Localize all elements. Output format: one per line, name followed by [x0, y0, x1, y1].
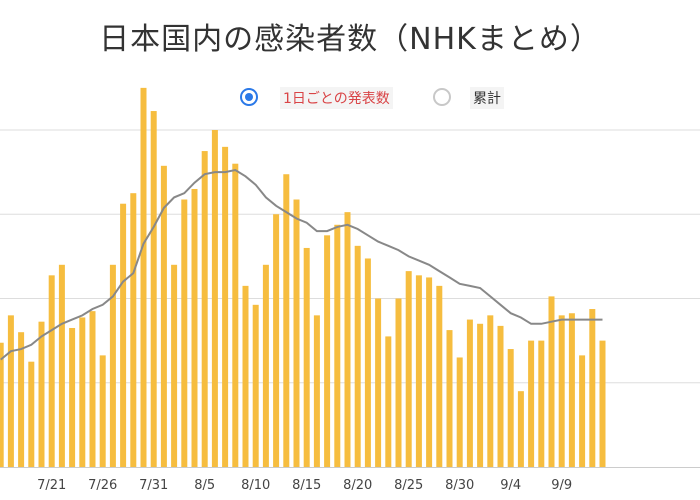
- daily-bar: [599, 340, 606, 467]
- x-tick-label: 8/5: [194, 478, 215, 493]
- x-tick-labels: 7/21 7/26 7/31 8/5 8/10 8/15 8/20 8/25 8/30 9/4 9/…: [37, 478, 572, 493]
- daily-bar: [171, 264, 178, 467]
- daily-bar: [160, 165, 167, 467]
- daily-bar: [538, 340, 545, 467]
- daily-bar: [252, 304, 259, 467]
- daily-bar: [324, 235, 331, 467]
- daily-bar: [150, 111, 157, 467]
- daily-bar: [487, 315, 494, 467]
- x-tick-label: 9/9: [551, 478, 572, 493]
- daily-bar: [558, 315, 565, 467]
- daily-radio-button[interactable]: [240, 88, 258, 106]
- daily-bar: [140, 87, 147, 467]
- daily-bar: [130, 193, 137, 467]
- daily-bar: [191, 188, 198, 467]
- x-tick-label: 7/21: [37, 478, 66, 493]
- daily-bar: [334, 224, 341, 467]
- daily-bar: [38, 321, 45, 467]
- daily-bar: [313, 315, 320, 467]
- daily-bar: [466, 319, 473, 467]
- x-tick-label: 8/25: [394, 478, 423, 493]
- legend: 1日ごとの発表数 累計: [0, 84, 700, 110]
- daily-bar: [426, 277, 433, 467]
- daily-bar: [456, 357, 463, 467]
- daily-bar: [201, 151, 208, 467]
- daily-bar: [579, 355, 586, 467]
- daily-bar: [293, 199, 300, 467]
- moving-average-line: [0, 168, 603, 361]
- daily-bar: [28, 361, 35, 467]
- daily-bar: [589, 309, 596, 467]
- daily-bar: [232, 163, 239, 467]
- daily-bar: [0, 342, 4, 467]
- daily-bar: [446, 330, 453, 467]
- x-tick-label: 8/20: [343, 478, 372, 493]
- daily-bar: [548, 296, 555, 467]
- daily-bar: [222, 146, 229, 467]
- daily-bar: [120, 203, 127, 467]
- daily-bar: [568, 313, 575, 467]
- daily-bar: [415, 275, 422, 467]
- daily-bar: [405, 271, 412, 467]
- daily-bar: [69, 327, 76, 467]
- cumulative-radio-button[interactable]: [433, 88, 451, 106]
- chart-title: 日本国内の感染者数（NHKまとめ）: [99, 22, 601, 57]
- daily-bar: [364, 258, 371, 467]
- daily-bar: [507, 349, 514, 467]
- daily-bar: [283, 174, 290, 467]
- x-tick-label: 8/30: [445, 478, 474, 493]
- daily-bars: [0, 87, 606, 467]
- daily-bar: [375, 298, 382, 467]
- daily-bar: [262, 264, 269, 467]
- cumulative-legend-label[interactable]: 累計: [470, 87, 504, 109]
- daily-bar: [58, 264, 65, 467]
- daily-bar: [79, 317, 86, 467]
- daily-bar: [242, 285, 249, 467]
- daily-bar: [109, 264, 116, 467]
- daily-bar: [48, 275, 55, 467]
- x-tick-label: 7/26: [88, 478, 117, 493]
- daily-bar: [436, 285, 443, 467]
- daily-bar: [385, 336, 392, 467]
- daily-bar: [497, 325, 504, 467]
- daily-bar: [354, 245, 361, 467]
- daily-bar: [477, 323, 484, 467]
- daily-bar: [344, 212, 351, 467]
- daily-bar: [99, 355, 106, 467]
- daily-bar: [211, 130, 218, 467]
- daily-legend-label[interactable]: 1日ごとの発表数: [280, 87, 393, 109]
- daily-bar: [89, 311, 96, 467]
- x-tick-label: 8/15: [292, 478, 321, 493]
- daily-bar: [18, 332, 25, 467]
- x-tick-label: 9/4: [500, 478, 521, 493]
- x-tick-label: 8/10: [241, 478, 270, 493]
- daily-bar: [303, 247, 310, 467]
- daily-bar: [7, 315, 14, 467]
- daily-bar: [273, 214, 280, 467]
- x-tick-label: 7/31: [139, 478, 168, 493]
- daily-bar: [395, 298, 402, 467]
- daily-bar: [181, 199, 188, 467]
- daily-bar: [528, 340, 535, 467]
- daily-bar: [517, 391, 524, 467]
